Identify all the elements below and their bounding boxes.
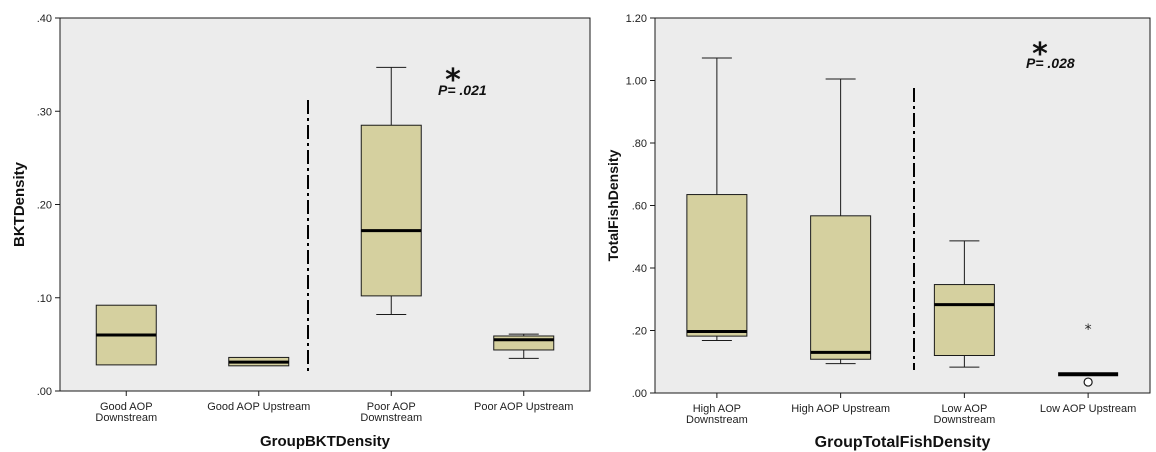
y-tick-label: .40 [632,263,647,275]
box-1 [686,57,748,341]
x-category-label: High AOP [693,403,741,415]
x-category-label: Downstream [934,414,996,426]
p-value-label: P= .021 [438,82,487,98]
x-category-label: Downstream [686,414,748,426]
significance-star: * [445,63,461,98]
y-tick-label: .00 [632,388,647,400]
y-tick-label: .20 [37,200,52,212]
x-category-label: Poor AOP [367,401,416,413]
box-iqr [686,194,748,337]
x-category-label: High AOP Upstream [791,403,890,415]
x-category-label: Low AOP [941,403,987,415]
box-2 [810,78,872,365]
box-iqr [933,284,995,356]
significance-star: * [1032,37,1048,72]
y-tick-label: 1.20 [626,13,647,25]
x-category-label: Good AOP [100,401,153,413]
x-category-label: Low AOP Upstream [1040,403,1136,415]
box-3 [933,240,995,368]
box-4 [493,333,555,359]
x-axis-title: GroupBKTDensity [260,433,391,450]
y-tick-label: .10 [37,293,52,305]
x-category-label: Downstream [95,412,157,424]
y-axis-title: TotalFishDensity [605,149,621,261]
outlier-star: * [1085,322,1092,338]
y-tick-label: .00 [37,386,52,398]
x-axis-title: GroupTotalFishDensity [815,434,991,451]
outlier-circle [1083,377,1093,387]
box-3 [360,66,422,316]
x-category-label: Good AOP Upstream [207,401,310,413]
y-tick-label: .40 [37,13,52,25]
y-tick-label: .80 [632,138,647,150]
box-1 [95,304,157,366]
box-iqr [493,335,555,351]
x-category-label: Downstream [360,412,422,424]
y-axis-title: BKTDensity [11,161,28,247]
x-category-label: Poor AOP Upstream [474,401,573,413]
box-iqr [810,215,872,360]
box-2 [228,356,290,367]
y-tick-label: .30 [37,106,52,118]
y-tick-label: 1.00 [626,76,647,88]
y-tick-label: .20 [632,326,647,338]
p-value-label: P= .028 [1026,55,1075,71]
box-iqr [360,124,422,297]
y-tick-label: .60 [632,201,647,213]
